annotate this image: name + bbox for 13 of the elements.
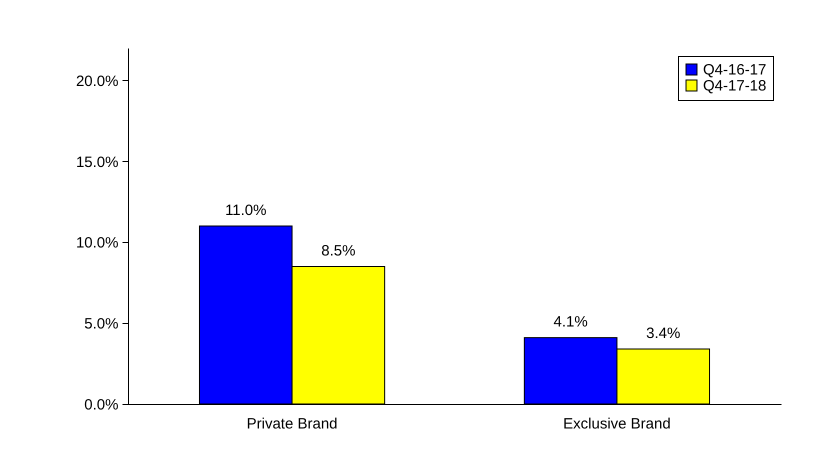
y-tick-label: 10.0% [76, 234, 118, 252]
y-tick-label: 5.0% [84, 316, 118, 333]
data-label: 4.1% [554, 314, 588, 331]
data-label: 3.4% [646, 324, 680, 342]
y-tick-label: 15.0% [76, 154, 118, 171]
data-label: 8.5% [321, 242, 356, 260]
data-label: 11.0% [225, 202, 266, 219]
x-tick-label: Private Brand [246, 416, 338, 432]
y-tick-label: 0.0% [84, 396, 118, 414]
legend-label: Q4-17-18 [703, 78, 766, 94]
y-tick-label: 20.0% [76, 72, 118, 90]
x-tick-label: Exclusive Brand [563, 416, 671, 432]
legend-label: Q4-16-17 [703, 62, 766, 78]
